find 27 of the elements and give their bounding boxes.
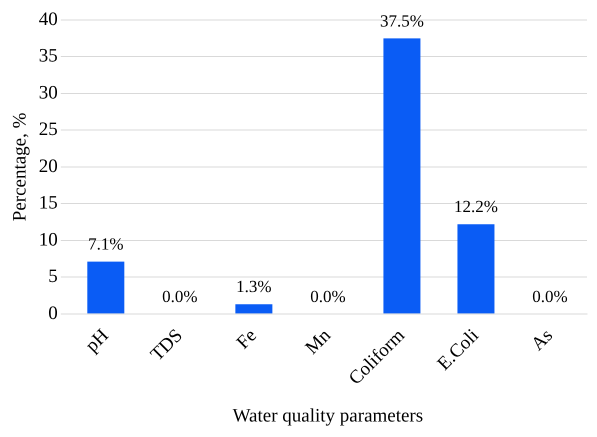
y-tick-label: 10 — [38, 229, 58, 250]
data-label: 12.2% — [454, 197, 498, 216]
bar — [383, 38, 420, 314]
x-axis-title: Water quality parameters — [232, 406, 424, 427]
bar — [87, 262, 124, 314]
y-tick-label: 5 — [48, 266, 58, 288]
y-tick-label: 15 — [38, 192, 58, 214]
data-label: 0.0% — [162, 286, 198, 306]
y-axis-title: Percentage, % — [9, 112, 30, 222]
y-tick-label: 25 — [38, 119, 58, 140]
x-tick-label: TDS — [146, 325, 187, 366]
data-label: 7.1% — [88, 234, 124, 254]
x-tick-label: Fe — [232, 325, 261, 354]
bar — [457, 224, 494, 314]
x-tick-label: Mn — [301, 324, 336, 359]
data-label: 1.3% — [236, 277, 272, 296]
data-label: 0.0% — [310, 286, 346, 306]
y-tick-label: 40 — [38, 8, 58, 30]
data-label: 37.5% — [380, 11, 424, 30]
y-tick-label: 35 — [38, 46, 58, 67]
x-tick-label: pH — [82, 324, 114, 356]
bar — [235, 304, 272, 314]
y-tick-label: 0 — [48, 302, 58, 324]
x-tick-label: As — [527, 325, 558, 355]
data-label: 0.0% — [532, 286, 568, 306]
y-tick-label: 20 — [38, 156, 58, 177]
y-tick-label: 30 — [38, 82, 58, 104]
